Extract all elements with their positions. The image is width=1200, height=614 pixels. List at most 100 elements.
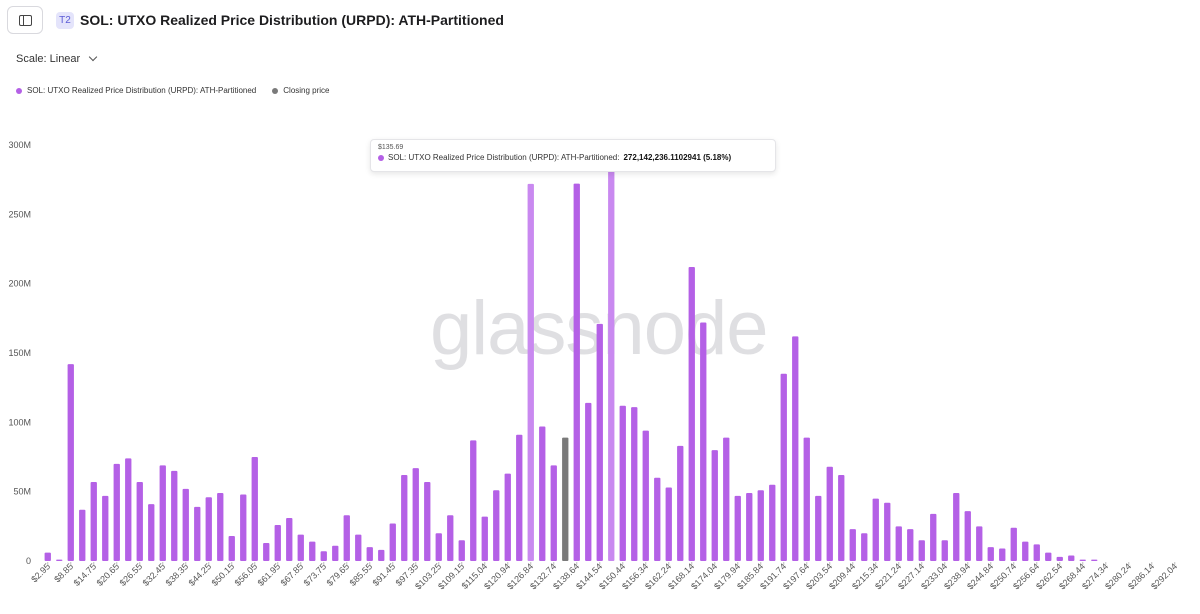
urpd-bar[interactable] xyxy=(723,437,730,561)
urpd-bar[interactable] xyxy=(780,373,787,561)
urpd-bar[interactable] xyxy=(596,323,603,561)
urpd-bar[interactable] xyxy=(585,402,592,561)
urpd-bar[interactable] xyxy=(136,481,143,561)
x-tick-label: $61.95 xyxy=(256,561,283,588)
urpd-bar[interactable] xyxy=(964,511,971,561)
urpd-bar[interactable] xyxy=(688,267,695,561)
urpd-bar[interactable] xyxy=(1022,541,1029,561)
legend-item-closing-price[interactable]: Closing price xyxy=(272,86,330,95)
urpd-bar[interactable] xyxy=(918,540,925,561)
urpd-bar[interactable] xyxy=(458,540,465,561)
urpd-bar[interactable] xyxy=(389,523,396,561)
urpd-bar[interactable] xyxy=(700,322,707,561)
urpd-bar[interactable] xyxy=(79,509,86,561)
urpd-bar[interactable] xyxy=(217,493,224,561)
urpd-bar[interactable] xyxy=(654,477,661,561)
urpd-bar[interactable] xyxy=(102,495,109,561)
scale-select[interactable]: Scale: Linear xyxy=(16,52,98,65)
urpd-bar[interactable] xyxy=(435,533,442,561)
urpd-bar[interactable] xyxy=(619,405,626,561)
urpd-bar[interactable] xyxy=(401,475,408,561)
urpd-bar[interactable] xyxy=(849,529,856,561)
urpd-bar[interactable] xyxy=(504,473,511,561)
urpd-bar[interactable] xyxy=(366,547,373,561)
urpd-bar[interactable] xyxy=(424,481,431,561)
urpd-bar[interactable] xyxy=(159,465,166,561)
urpd-bar[interactable] xyxy=(1091,559,1098,561)
urpd-bar[interactable] xyxy=(884,502,891,561)
urpd-bar[interactable] xyxy=(205,497,212,561)
urpd-bar[interactable] xyxy=(539,426,546,561)
urpd-bar[interactable] xyxy=(240,494,247,561)
urpd-bar[interactable] xyxy=(481,516,488,561)
urpd-bar[interactable] xyxy=(792,336,799,561)
x-tick-label: $73.75 xyxy=(302,561,329,588)
urpd-bar[interactable] xyxy=(412,468,419,561)
urpd-bar[interactable] xyxy=(941,540,948,561)
urpd-bar[interactable] xyxy=(1033,544,1040,561)
urpd-bar[interactable] xyxy=(573,183,580,561)
urpd-bar[interactable] xyxy=(769,484,776,561)
urpd-bar[interactable] xyxy=(677,445,684,561)
urpd-bar[interactable] xyxy=(320,551,327,561)
urpd-bar[interactable] xyxy=(1010,527,1017,561)
sidebar-toggle-button[interactable] xyxy=(7,6,43,34)
urpd-bar[interactable] xyxy=(815,495,822,561)
urpd-bar[interactable] xyxy=(355,534,362,561)
urpd-bar[interactable] xyxy=(631,407,638,561)
urpd-bar[interactable] xyxy=(527,183,534,561)
urpd-bar[interactable] xyxy=(56,559,63,561)
urpd-bar[interactable] xyxy=(44,552,51,561)
urpd-bar[interactable] xyxy=(1068,555,1075,561)
urpd-bar[interactable] xyxy=(976,526,983,561)
urpd-bar[interactable] xyxy=(953,493,960,561)
closing-price-bar[interactable] xyxy=(562,437,569,561)
urpd-bar[interactable] xyxy=(194,506,201,561)
urpd-bar[interactable] xyxy=(251,457,258,561)
urpd-bar[interactable] xyxy=(1056,556,1063,561)
urpd-bar[interactable] xyxy=(838,475,845,561)
urpd-bar[interactable] xyxy=(171,470,178,561)
urpd-bar[interactable] xyxy=(343,515,350,561)
urpd-bar[interactable] xyxy=(125,458,132,561)
y-tick-label: 100M xyxy=(8,417,31,427)
urpd-bar[interactable] xyxy=(907,529,914,561)
urpd-bar[interactable] xyxy=(757,490,764,561)
urpd-bar[interactable] xyxy=(1045,552,1052,561)
urpd-bar[interactable] xyxy=(447,515,454,561)
urpd-bar[interactable] xyxy=(734,495,741,561)
urpd-bar[interactable] xyxy=(309,541,316,561)
urpd-bar[interactable] xyxy=(895,526,902,561)
urpd-bar[interactable] xyxy=(999,548,1006,561)
urpd-bar[interactable] xyxy=(263,542,270,561)
urpd-bar[interactable] xyxy=(826,466,833,561)
legend-item-urpd[interactable]: SOL: UTXO Realized Price Distribution (U… xyxy=(16,86,256,95)
urpd-bar[interactable] xyxy=(470,440,477,561)
urpd-bar[interactable] xyxy=(665,487,672,561)
urpd-bar[interactable] xyxy=(113,463,120,561)
urpd-bar[interactable] xyxy=(90,481,97,561)
urpd-bar[interactable] xyxy=(746,493,753,561)
urpd-bar[interactable] xyxy=(493,490,500,561)
urpd-bar[interactable] xyxy=(803,437,810,561)
urpd-bar[interactable] xyxy=(332,545,339,561)
urpd-bar[interactable] xyxy=(861,533,868,561)
urpd-bar[interactable] xyxy=(550,465,557,561)
urpd-bar[interactable] xyxy=(930,513,937,561)
urpd-bar[interactable] xyxy=(987,547,994,561)
urpd-bar[interactable] xyxy=(228,536,235,561)
urpd-bar[interactable] xyxy=(1079,559,1086,561)
urpd-bar[interactable] xyxy=(872,498,879,561)
urpd-bar[interactable] xyxy=(297,534,304,561)
urpd-bar[interactable] xyxy=(148,504,155,561)
urpd-bar[interactable] xyxy=(286,518,293,561)
urpd-bar[interactable] xyxy=(182,488,189,561)
urpd-bar[interactable] xyxy=(711,450,718,561)
urpd-bar[interactable] xyxy=(378,549,385,561)
urpd-bar[interactable] xyxy=(67,364,74,561)
urpd-bar[interactable] xyxy=(608,145,615,561)
urpd-bar[interactable] xyxy=(274,524,281,561)
urpd-bar[interactable] xyxy=(642,430,649,561)
urpd-bar[interactable] xyxy=(516,434,523,561)
